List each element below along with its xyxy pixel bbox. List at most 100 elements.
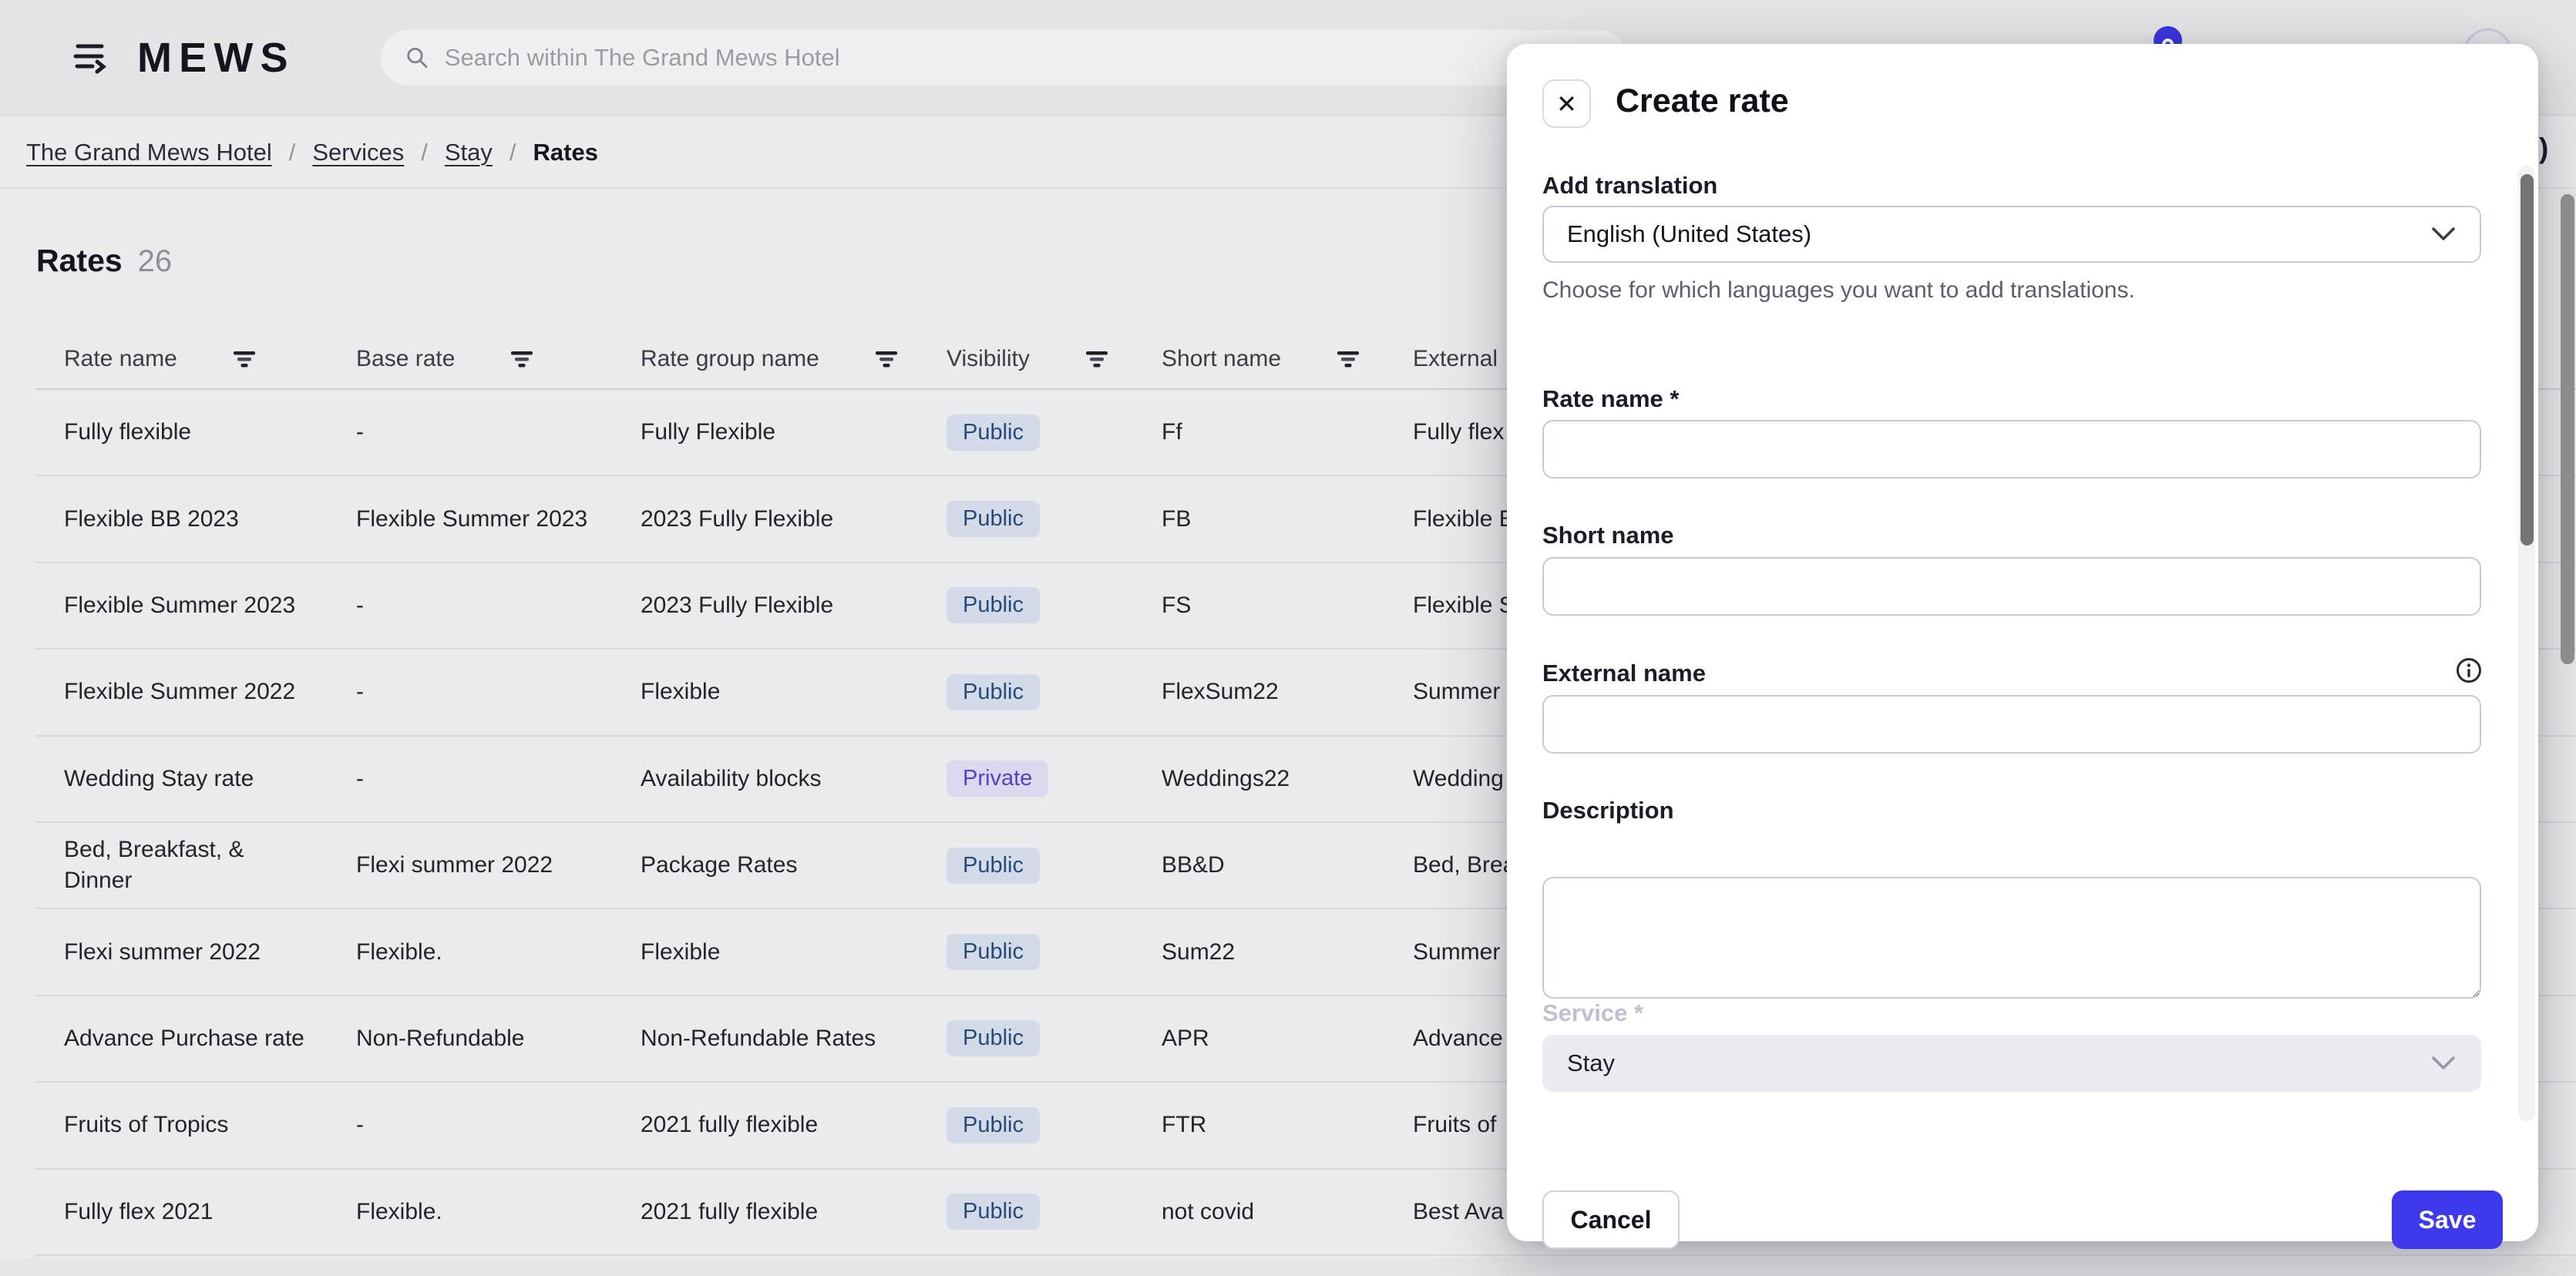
column-header-label: Visibility xyxy=(947,345,1030,371)
rate-name-label: Rate name * xyxy=(1542,385,1680,412)
cell-base-rate: - xyxy=(356,419,364,445)
cell-rate-name: Flexible BB 2023 xyxy=(64,505,239,532)
short-name-input[interactable] xyxy=(1542,557,2481,616)
page-scrollbar-thumb[interactable] xyxy=(2561,194,2574,664)
cell-external-name: Bed, Brea xyxy=(1413,852,1516,878)
cancel-button[interactable]: Cancel xyxy=(1542,1190,1680,1249)
modal-title: Create rate xyxy=(1616,82,1789,119)
filter-icon[interactable] xyxy=(510,350,533,368)
column-header-label: External xyxy=(1413,345,1498,371)
external-name-input[interactable] xyxy=(1542,695,2481,754)
cell-rate-group-name: Fully Flexible xyxy=(641,419,776,445)
cell-rate-group-name: Flexible xyxy=(641,939,721,965)
hamburger-icon xyxy=(73,44,106,74)
filter-icon[interactable] xyxy=(233,350,256,368)
column-header-label: Rate group name xyxy=(641,345,819,371)
add-translation-helper: Choose for which languages you want to a… xyxy=(1542,277,2135,303)
cell-rate-name: Fruits of Tropics xyxy=(64,1112,229,1138)
cell-short-name: not covid xyxy=(1162,1198,1255,1224)
cell-visibility: Public xyxy=(947,414,1162,451)
cell-visibility: Public xyxy=(947,934,1162,971)
breadcrumb-link-services[interactable]: Services xyxy=(312,138,405,166)
breadcrumb-link-property[interactable]: The Grand Mews Hotel xyxy=(26,138,272,166)
breadcrumb-separator: / xyxy=(509,138,516,166)
cell-rate-group-name: Availability blocks xyxy=(641,765,822,791)
page-title: Rates xyxy=(36,243,123,278)
column-header-rate-group-name: Rate group name xyxy=(641,346,947,372)
visibility-badge: Public xyxy=(947,501,1040,538)
cell-base-rate: Flexible Summer 2023 xyxy=(356,505,588,532)
cell-base-rate: Non-Refundable xyxy=(356,1025,525,1051)
cell-external-name: Summer xyxy=(1413,679,1501,705)
cell-base-rate: - xyxy=(356,592,364,618)
cell-external-name: Summer xyxy=(1413,939,1501,965)
table-row[interactable]: Fully flex 2021 Flexible. 2021 fully flexi… xyxy=(35,1170,2576,1256)
filter-icon[interactable] xyxy=(1085,350,1108,368)
table-row[interactable]: Flexible Summer 2023 - 2023 Fully Flexible… xyxy=(35,563,2576,650)
table-row[interactable]: Flexi summer 2022 Flexible. Flexible Public… xyxy=(35,909,2576,996)
chevron-down-icon xyxy=(2432,1056,2455,1069)
rate-name-input[interactable] xyxy=(1542,420,2481,478)
table-row[interactable]: Fruits of Tropics - 2021 fully flexible Pub… xyxy=(35,1083,2576,1170)
modal-scrollbar-thumb[interactable] xyxy=(2521,174,2534,546)
column-header-base-rate: Base rate xyxy=(356,346,641,372)
cell-rate-name: Fully flex 2021 xyxy=(64,1198,214,1224)
description-label: Description xyxy=(1542,797,1674,824)
service-select: Stay xyxy=(1542,1035,2481,1092)
service-label: Service * xyxy=(1542,999,1643,1026)
table-row[interactable]: Wedding Stay rate - Availability blocks Pri… xyxy=(35,737,2576,823)
save-button[interactable]: Save xyxy=(2392,1190,2503,1249)
cell-visibility: Public xyxy=(947,847,1162,884)
cell-external-name: Fully flex xyxy=(1413,419,1505,445)
close-icon[interactable]: ✕ xyxy=(1542,79,1591,128)
cell-short-name: Weddings22 xyxy=(1162,765,1290,791)
sidebar-toggle-button[interactable] xyxy=(66,36,112,79)
column-header-label: Rate name xyxy=(64,345,177,371)
visibility-badge: Public xyxy=(947,847,1040,884)
cell-external-name: Wedding xyxy=(1413,765,1504,791)
visibility-badge: Public xyxy=(947,1020,1040,1057)
visibility-badge: Public xyxy=(947,587,1040,624)
description-textarea[interactable] xyxy=(1542,877,2481,999)
cell-short-name: FS xyxy=(1162,592,1192,618)
cell-rate-group-name: Non-Refundable Rates xyxy=(641,1025,876,1051)
search-input[interactable] xyxy=(444,44,1603,72)
cell-base-rate: Flexible. xyxy=(356,1198,442,1224)
column-header-label: Short name xyxy=(1162,345,1282,371)
breadcrumb-separator: / xyxy=(288,138,296,166)
cell-rate-group-name: Flexible xyxy=(641,679,721,705)
info-icon[interactable] xyxy=(2455,656,2483,684)
table-row[interactable]: Advance Purchase rate Non-Refundable Non-R… xyxy=(35,996,2576,1083)
cell-external-name: Flexible S xyxy=(1413,592,1515,618)
cell-short-name: BB&D xyxy=(1162,852,1225,878)
cell-short-name: FTR xyxy=(1162,1112,1207,1138)
cell-rate-group-name: 2023 Fully Flexible xyxy=(641,592,834,618)
visibility-badge: Private xyxy=(947,761,1049,798)
create-rate-modal: ✕ Create rate Add translation English (U… xyxy=(1507,44,2538,1249)
cell-external-name: Fruits of xyxy=(1413,1112,1497,1138)
column-header-label: Base rate xyxy=(356,345,456,371)
table-row[interactable]: Flexible Summer 2022 - Flexible Public FlexS… xyxy=(35,650,2576,737)
mews-logo: MEWS xyxy=(137,35,295,81)
cell-visibility: Public xyxy=(947,501,1162,538)
cell-visibility: Public xyxy=(947,587,1162,624)
add-translation-select[interactable]: English (United States) xyxy=(1542,206,2481,263)
filter-icon[interactable] xyxy=(1337,350,1360,368)
visibility-badge: Public xyxy=(947,673,1040,710)
filter-icon[interactable] xyxy=(875,350,898,368)
visibility-badge: Public xyxy=(947,934,1040,971)
table-row[interactable]: Fully flexible - Fully Flexible Public Ff Ful… xyxy=(35,390,2576,477)
cell-rate-group-name: Package Rates xyxy=(641,852,798,878)
cell-rate-group-name: 2021 fully flexible xyxy=(641,1198,819,1224)
breadcrumb-link-stay[interactable]: Stay xyxy=(444,138,493,166)
cell-base-rate: - xyxy=(356,765,364,791)
table-row[interactable]: Bed, Breakfast, & Dinner Flexi summer 202… xyxy=(35,823,2576,910)
breadcrumb-separator: / xyxy=(421,138,428,166)
breadcrumb: The Grand Mews Hotel / Services / Stay /… xyxy=(26,139,598,166)
visibility-badge: Public xyxy=(947,1194,1040,1231)
table-row[interactable]: Flexible BB 2023 Flexible Summer 2023 2023… xyxy=(35,476,2576,563)
add-translation-value: English (United States) xyxy=(1567,220,1812,247)
table-header-row: Rate name Base rate Rate group name Visibil… xyxy=(35,329,2576,390)
column-header-short-name: Short name xyxy=(1162,346,1413,372)
